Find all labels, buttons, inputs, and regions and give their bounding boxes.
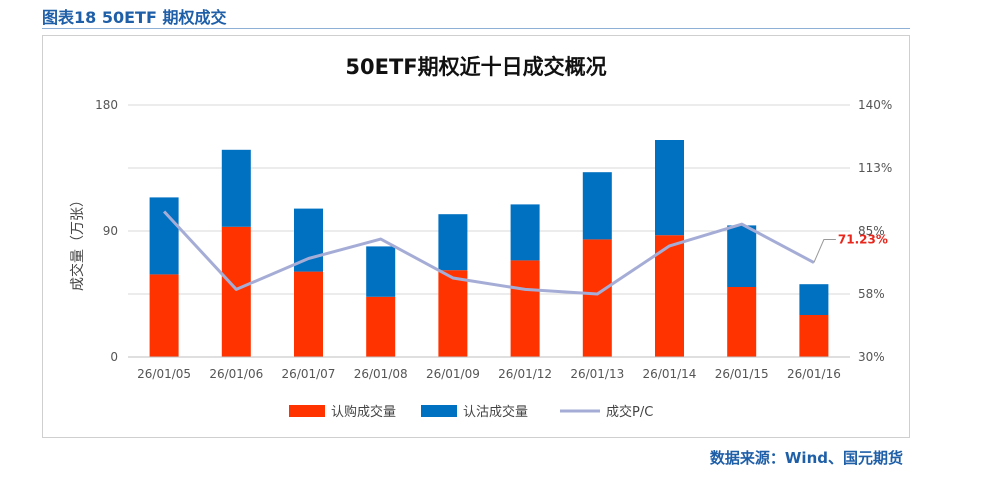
x-tick-label: 26/01/06 [209,367,263,381]
call-volume-bar [366,296,396,357]
legend: 认购成交量 认沽成交量 成交P/C [289,404,653,420]
x-tick-label: 26/01/16 [787,367,841,381]
y-axis-label: 成交量（万张） [69,193,86,291]
put-volume-bar [655,140,684,236]
x-tick-label: 26/01/08 [354,367,408,381]
put-volume-bar [727,225,757,287]
legend-swatch [421,405,457,417]
call-volume-bar [582,239,612,357]
call-volume-bar [294,271,323,357]
x-tick-label: 26/01/13 [570,367,624,381]
put-volume-bar [438,214,468,271]
annotation-label: 71.23% [838,233,888,247]
legend-label: 成交P/C [606,404,653,420]
put-volume-bar [149,197,179,275]
pc-ratio-line [162,210,815,296]
call-volume-bar [149,274,179,357]
chart-title: 50ETF期权近十日成交概况 [345,55,606,79]
pc-line-group [162,210,815,296]
legend-swatch [289,405,325,417]
y2-tick-label: 30% [858,350,885,364]
put-volume-bar [366,246,396,297]
x-tick-label: 26/01/09 [426,367,480,381]
y-tick-label: 90 [103,224,118,238]
figure-caption: 图表18 50ETF 期权成交 [42,8,227,27]
call-volume-bar [655,235,684,357]
chart-frame [42,35,910,438]
put-volume-bar [221,149,251,227]
x-axis-ticks: 26/01/05 26/01/06 26/01/07 26/01/08 26/01/09… [137,367,841,381]
call-volume-bar [221,226,251,357]
call-volume-bar [510,260,540,357]
y-tick-label: 180 [95,98,118,112]
x-tick-label: 26/01/14 [643,367,697,381]
put-volume-bar [582,172,612,240]
bars-group [128,140,850,358]
annotation-group: 71.23% [813,233,888,263]
annotation-leader [813,239,836,263]
left-axis-ticks: 0 90 180 [95,98,118,364]
x-tick-label: 26/01/15 [715,367,769,381]
y2-tick-label: 85% [858,224,885,238]
y-tick-label: 0 [110,350,118,364]
source-note: 数据来源：Wind、国元期货 [709,449,903,467]
x-tick-label: 26/01/12 [498,367,552,381]
legend-label: 认购成交量 [331,404,396,420]
right-axis-ticks: 30% 58% 85% 113% 140% [858,98,892,364]
call-volume-bar [799,315,829,357]
x-tick-label: 26/01/07 [282,367,336,381]
x-tick-label: 26/01/05 [137,367,191,381]
y2-tick-label: 113% [858,161,892,175]
put-volume-bar [799,284,829,315]
y2-tick-label: 140% [858,98,892,112]
call-volume-bar [727,287,757,357]
y2-tick-label: 58% [858,287,885,301]
caption-divider [42,28,910,29]
put-volume-bar [510,204,540,261]
call-volume-bar [438,270,468,357]
legend-label: 认沽成交量 [463,404,528,420]
